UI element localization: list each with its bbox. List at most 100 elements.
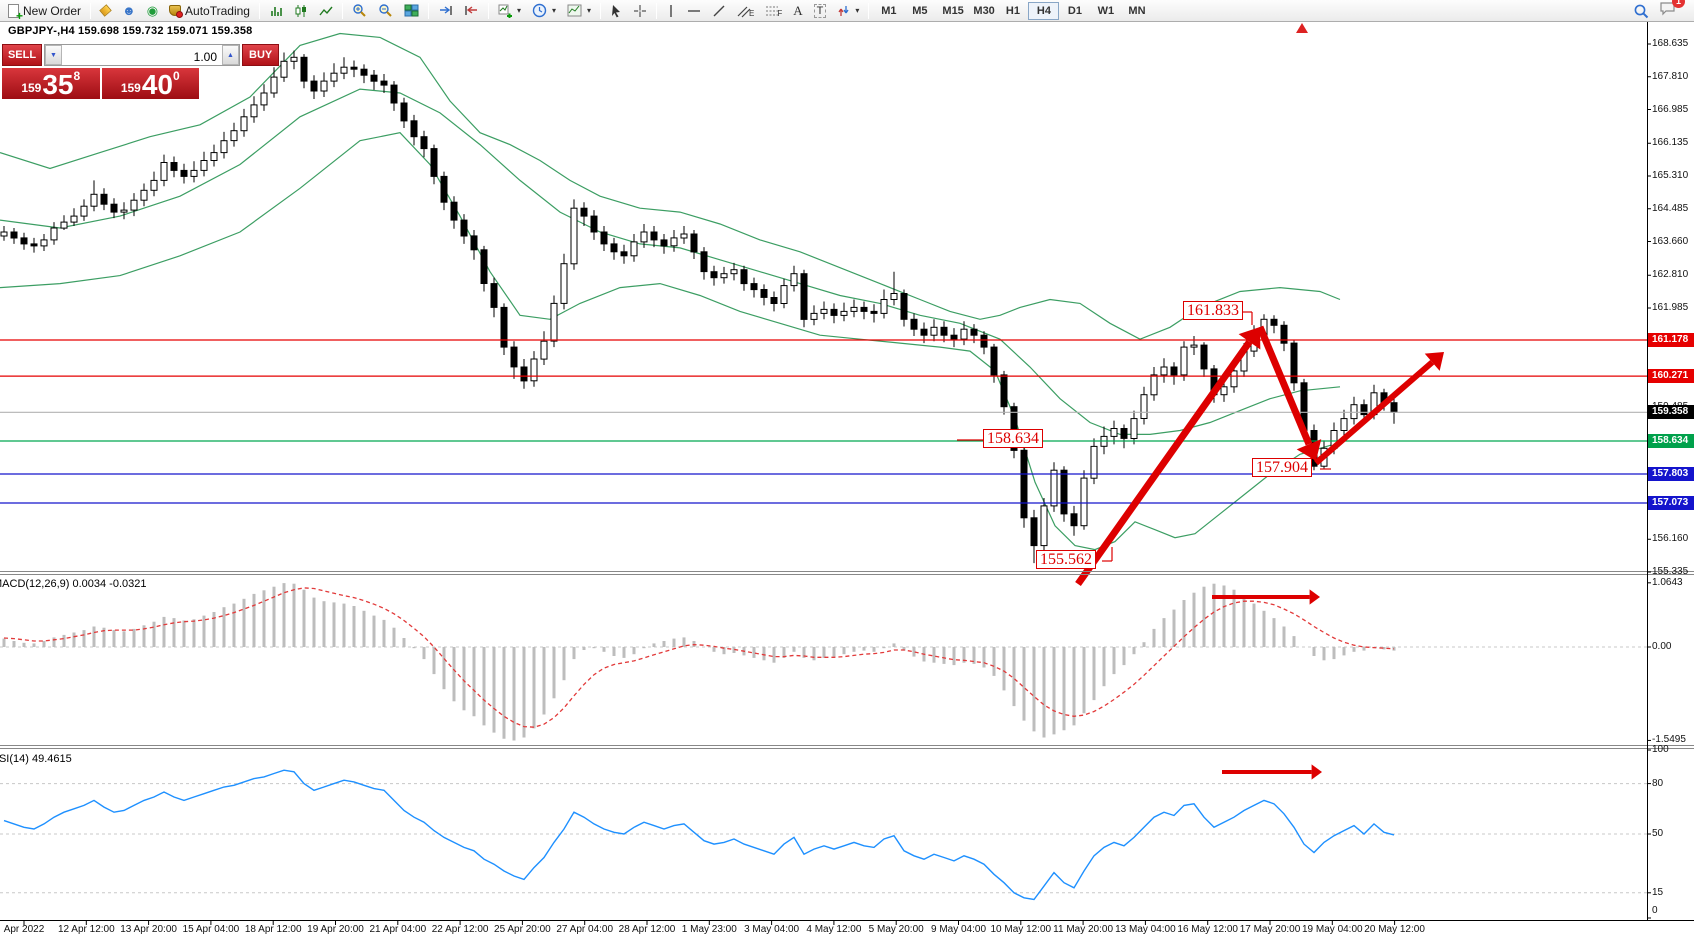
rsi-axis-tick: 50 xyxy=(1652,828,1664,839)
bar-chart-icon xyxy=(271,6,282,16)
candle-body xyxy=(1120,428,1128,439)
candle-body xyxy=(750,283,758,291)
crosshair-button[interactable] xyxy=(628,1,652,21)
candle-body xyxy=(1390,402,1398,413)
search-icon[interactable] xyxy=(1633,3,1649,19)
vertical-line-icon xyxy=(670,4,672,17)
text-icon: A xyxy=(793,2,803,18)
tile-windows-icon xyxy=(404,4,419,17)
bollinger-middle xyxy=(0,88,1341,435)
trendline-button[interactable] xyxy=(707,1,731,21)
candle-body xyxy=(680,233,688,239)
time-axis-label: 25 Apr 20:00 xyxy=(494,924,551,935)
candle-body xyxy=(60,221,68,229)
candle-body xyxy=(350,66,358,70)
toolbar-divider xyxy=(868,2,870,19)
timeframe-h4-button[interactable]: H4 xyxy=(1028,1,1060,20)
chart-shift-button[interactable] xyxy=(459,1,484,21)
tile-windows-button[interactable] xyxy=(399,1,424,21)
volume-input[interactable] xyxy=(62,45,222,65)
volume-stepper: ▼ ▲ xyxy=(44,44,240,66)
candle-body xyxy=(1080,477,1088,527)
autotrading-button[interactable]: AutoTrading xyxy=(164,1,255,21)
price-level-tag: 160.271 xyxy=(1648,369,1694,384)
candle-body xyxy=(1150,374,1158,396)
new-order-button[interactable]: + New Order xyxy=(3,1,86,23)
vertical-line-button[interactable] xyxy=(661,1,681,21)
candle-body xyxy=(440,175,448,203)
horizontal-line-button[interactable] xyxy=(682,1,706,21)
rsi-axis-tick: 100 xyxy=(1652,744,1669,755)
indicators-button[interactable]: ▾ xyxy=(493,1,526,21)
periods-button[interactable]: ▾ xyxy=(527,1,561,21)
zoom-in-button[interactable] xyxy=(347,1,372,21)
candle-body xyxy=(270,76,278,94)
depth-of-market-button[interactable] xyxy=(95,1,116,21)
zoom-out-icon xyxy=(379,4,392,17)
news-button[interactable]: ◉ xyxy=(142,1,163,21)
auto-scroll-icon xyxy=(439,6,452,15)
candle-body xyxy=(820,308,828,314)
candlestick-chart-button[interactable] xyxy=(289,1,313,21)
text-label-button[interactable]: T xyxy=(809,1,832,21)
candle-body xyxy=(1170,366,1178,376)
bar-chart-button[interactable] xyxy=(264,1,288,21)
candle-body xyxy=(0,231,8,237)
candle-body xyxy=(310,80,318,92)
sell-price[interactable]: 159 35 8 xyxy=(2,68,100,99)
candle-body xyxy=(720,273,728,279)
arrows-tool-button[interactable]: ▾ xyxy=(832,1,864,21)
candle-body xyxy=(40,239,48,247)
candle-body xyxy=(150,179,158,191)
timeframe-m30-button[interactable]: M30 xyxy=(966,2,997,20)
auto-scroll-button[interactable] xyxy=(433,1,458,21)
candle-body xyxy=(130,199,138,211)
candle-body xyxy=(470,235,478,251)
timeframe-m1-button[interactable]: M1 xyxy=(873,2,904,20)
trendline-icon xyxy=(713,5,725,16)
templates-button[interactable]: ▾ xyxy=(562,1,596,21)
candle-body xyxy=(380,80,388,86)
macd-axis-tick: 0.00 xyxy=(1652,641,1672,652)
candle-body xyxy=(10,231,18,239)
candle-body xyxy=(730,269,738,275)
candle-body xyxy=(590,215,598,233)
candle-body xyxy=(670,237,678,247)
text-button[interactable]: A xyxy=(788,1,807,21)
candle-body xyxy=(510,346,518,368)
cursor-button[interactable] xyxy=(605,1,627,21)
price-axis-tick: 166.135 xyxy=(1652,137,1689,149)
candle-body xyxy=(190,169,198,177)
zoom-out-button[interactable] xyxy=(373,1,398,21)
volume-increase-button[interactable]: ▲ xyxy=(222,45,239,65)
line-chart-button[interactable] xyxy=(314,1,338,21)
candle-body xyxy=(870,310,878,314)
candle-body xyxy=(600,231,608,245)
price-axis-tick: 156.160 xyxy=(1652,533,1689,545)
sell-button[interactable]: SELL xyxy=(2,44,42,66)
timeframe-d1-button[interactable]: D1 xyxy=(1059,2,1090,20)
price-axis-tick: 168.635 xyxy=(1652,38,1689,49)
candle-body xyxy=(1060,469,1068,515)
chat-button[interactable]: 1 xyxy=(1659,0,1685,21)
timeframe-m5-button[interactable]: M5 xyxy=(904,2,935,20)
buy-price[interactable]: 159 40 0 xyxy=(101,68,199,99)
candle-body xyxy=(1020,449,1028,519)
community-button[interactable]: ☻ xyxy=(117,1,141,21)
buy-button[interactable]: BUY xyxy=(242,44,280,66)
chart-marker-icon xyxy=(1296,23,1308,33)
timeframe-w1-button[interactable]: W1 xyxy=(1090,2,1121,20)
timeframe-h1-button[interactable]: H1 xyxy=(997,2,1028,20)
candle-body xyxy=(900,293,908,320)
time-axis-label: 15 Apr 04:00 xyxy=(182,924,240,935)
volume-decrease-button[interactable]: ▼ xyxy=(45,45,62,65)
candle-body xyxy=(610,243,618,253)
price-level-tag: 157.803 xyxy=(1648,467,1694,482)
fibonacci-button[interactable]: F xyxy=(760,1,787,21)
candle-body xyxy=(810,312,818,320)
candle-body xyxy=(570,207,578,265)
timeframe-mn-button[interactable]: MN xyxy=(1121,2,1152,20)
timeframe-m15-button[interactable]: M15 xyxy=(935,2,966,20)
equidistant-channel-button[interactable]: E xyxy=(732,1,759,21)
